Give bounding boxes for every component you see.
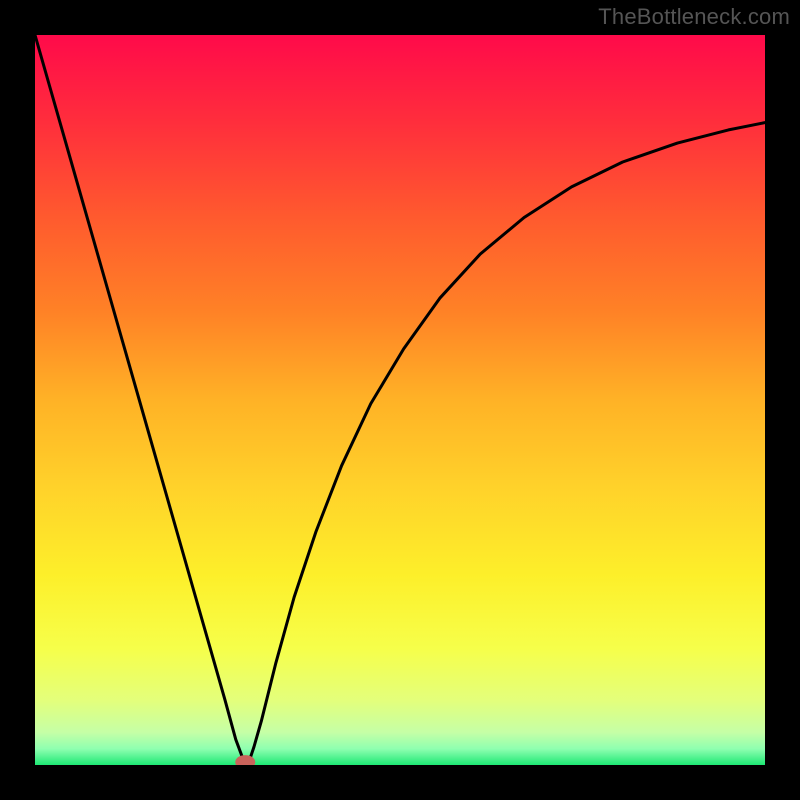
chart-svg bbox=[35, 35, 765, 765]
gradient-background bbox=[35, 35, 765, 765]
chart-container: TheBottleneck.com bbox=[0, 0, 800, 800]
watermark-text: TheBottleneck.com bbox=[598, 4, 790, 30]
plot-area bbox=[35, 35, 765, 765]
